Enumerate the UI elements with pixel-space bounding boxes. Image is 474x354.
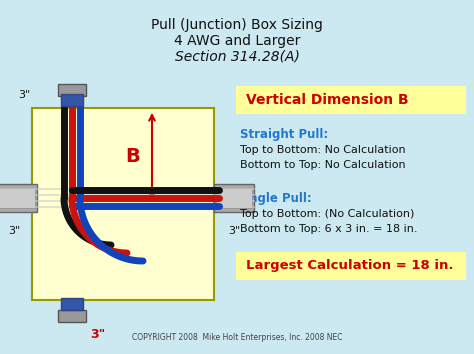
Text: 3": 3" [228,226,240,236]
Text: Vertical Dimension B: Vertical Dimension B [246,93,409,107]
Bar [61,94,83,106]
Bar [0,184,37,212]
Text: Section 314.28(A): Section 314.28(A) [174,50,300,64]
Bar [61,298,83,310]
Text: Largest Calculation = 18 in.: Largest Calculation = 18 in. [246,259,454,273]
Text: Bottom to Top: 6 x 3 in. = 18 in.: Bottom to Top: 6 x 3 in. = 18 in. [240,224,418,234]
Text: Top to Bottom: No Calculation: Top to Bottom: No Calculation [240,145,406,155]
Text: 3": 3" [18,90,30,100]
Bar [216,188,252,208]
Text: B: B [125,147,140,166]
Text: Straight Pull:: Straight Pull: [240,128,328,141]
Bar [58,310,86,322]
Text: Bottom to Top: No Calculation: Bottom to Top: No Calculation [240,160,406,170]
Text: Pull (Junction) Box Sizing: Pull (Junction) Box Sizing [151,18,323,32]
Bar [58,84,86,96]
Text: 3": 3" [90,328,105,341]
Text: 3": 3" [8,226,20,236]
FancyBboxPatch shape [236,86,466,114]
Text: Top to Bottom: (No Calculation): Top to Bottom: (No Calculation) [240,209,414,219]
Bar [32,108,214,300]
Bar [214,184,254,212]
FancyBboxPatch shape [236,252,466,280]
Bar [0,188,35,208]
Text: 4 AWG and Larger: 4 AWG and Larger [174,34,300,48]
Text: COPYRIGHT 2008  Mike Holt Enterprises, Inc. 2008 NEC: COPYRIGHT 2008 Mike Holt Enterprises, In… [132,333,342,342]
Text: Angle Pull:: Angle Pull: [240,192,312,205]
